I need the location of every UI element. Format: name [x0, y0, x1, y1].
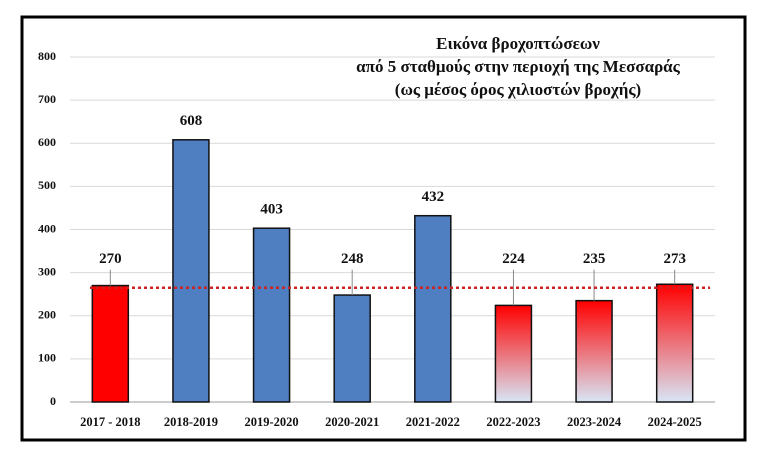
x-tick-label: 2022-2023: [486, 415, 540, 429]
data-label: 235: [583, 251, 606, 267]
y-tick-label: 700: [38, 92, 56, 106]
y-tick-label: 800: [38, 49, 56, 63]
chart-title: Εικόνα βροχοπτώσεων: [436, 34, 600, 53]
chart-frame: [20, 15, 747, 442]
bar: [655, 283, 694, 403]
x-tick-label: 2017 - 2018: [80, 415, 140, 429]
data-label: 224: [502, 251, 525, 267]
y-tick-label: 300: [38, 264, 56, 278]
y-tick-label: 0: [50, 394, 56, 408]
data-label: 432: [422, 189, 445, 205]
chart-title: (ως μέσος όρος χιλιοστών βροχής): [395, 80, 641, 99]
bar: [252, 227, 291, 403]
data-label: 248: [341, 251, 364, 267]
data-label: 608: [180, 113, 203, 129]
x-tick-label: 2020-2021: [325, 415, 379, 429]
y-tick-label: 400: [38, 221, 56, 235]
y-tick-label: 100: [38, 351, 56, 365]
chart-title: από 5 σταθμούς στην περιοχή της Μεσσαράς: [356, 57, 680, 76]
data-label: 270: [99, 251, 122, 267]
x-tick-label: 2019-2020: [244, 415, 298, 429]
y-tick-label: 600: [38, 135, 56, 149]
x-tick-label: 2024-2025: [648, 415, 702, 429]
x-tick-label: 2018-2019: [164, 415, 218, 429]
bar: [575, 299, 613, 403]
y-tick-label: 500: [38, 178, 56, 192]
bar: [91, 284, 130, 403]
y-tick-label: 200: [38, 308, 56, 322]
data-label: 273: [663, 251, 686, 267]
data-label: 403: [260, 202, 283, 218]
bar: [172, 139, 210, 403]
bar: [414, 214, 452, 403]
x-tick-label: 2021-2022: [406, 415, 460, 429]
bar: [494, 304, 533, 403]
x-tick-label: 2023-2024: [567, 415, 622, 429]
bar: [333, 294, 371, 403]
